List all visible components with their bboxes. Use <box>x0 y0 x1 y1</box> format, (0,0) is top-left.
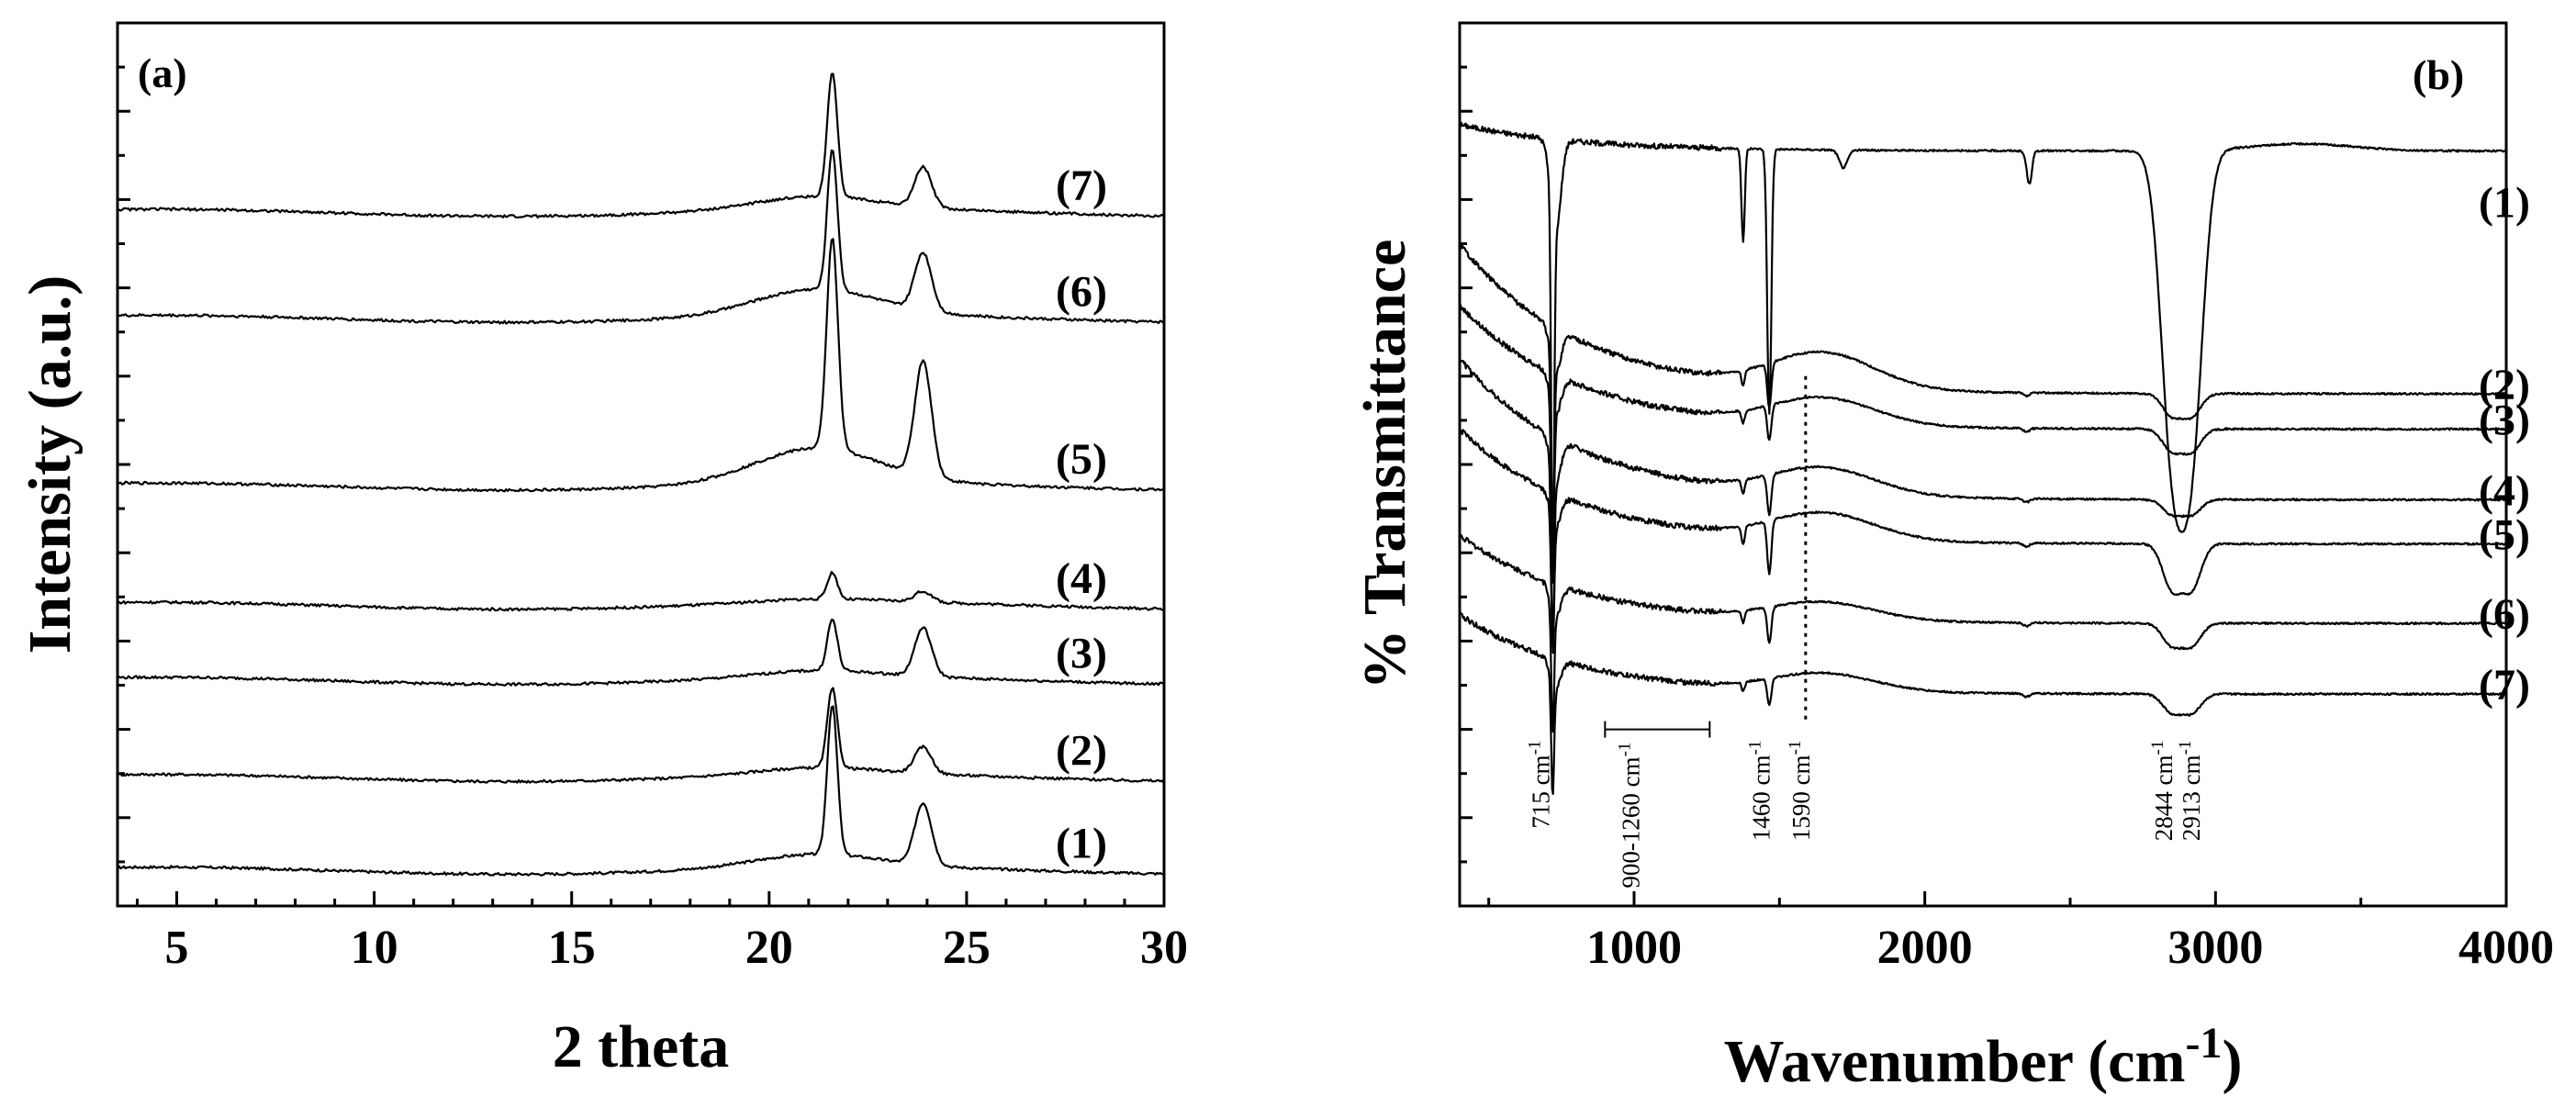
ftir-series-line <box>1458 357 2507 648</box>
xrd-series-label: (1) <box>1056 820 1107 868</box>
xrd-series-label: (4) <box>1056 554 1107 603</box>
xrd-y-ticks <box>118 65 130 864</box>
ftir-panel: 1000 2000 3000 4000 715 cm-1 900-1260 cm-1 14… <box>1351 21 2554 1095</box>
ftir-series-line <box>1459 243 2507 542</box>
ftir-x-tick-label: 4000 <box>2458 922 2554 974</box>
xrd-series-line <box>117 687 1164 784</box>
ftir-x-tick-label: 2000 <box>1877 922 1973 974</box>
ftir-annotation-label: 715 cm-1 <box>1526 741 1555 829</box>
xrd-series-label: (7) <box>1056 162 1107 210</box>
xrd-series-line <box>117 619 1164 687</box>
ftir-annotations: 715 cm-1 900-1260 cm-1 1460 cm-1 1590 cm-1 2… <box>1526 375 2205 889</box>
ftir-annotation-label: 2844 cm-1 <box>2148 741 2178 842</box>
xrd-panel-label: (a) <box>138 50 187 96</box>
xrd-traces: (1) (2) (3) (4) (5) (6) (7) <box>117 73 1164 877</box>
ftir-y-ticks <box>1460 65 1473 864</box>
ftir-series-line <box>1459 121 2507 584</box>
xrd-series-label: (6) <box>1056 267 1107 316</box>
xrd-x-ticks: 5 10 15 20 25 30 <box>136 891 1188 974</box>
ftir-series-label: (3) <box>2479 397 2530 445</box>
ftir-series-label: (6) <box>2479 590 2530 639</box>
ftir-annotation-label: 1590 cm-1 <box>1786 741 1815 842</box>
ftir-series-label: (2) <box>2479 361 2530 409</box>
xrd-x-axis-title: 2 theta <box>553 1013 729 1080</box>
ftir-series-label: (4) <box>2479 466 2530 515</box>
ftir-x-tick-label: 3000 <box>2167 922 2263 974</box>
ftir-series-line <box>1459 304 2507 566</box>
xrd-series-line <box>117 570 1164 612</box>
ftir-annotation-label: 1460 cm-1 <box>1746 741 1775 842</box>
ftir-x-tick-label: 1000 <box>1586 922 1682 974</box>
xrd-series-line <box>117 705 1164 877</box>
ftir-annotation-label: 2913 cm-1 <box>2176 741 2205 842</box>
xrd-series-line <box>117 238 1164 493</box>
xrd-x-tick-label: 15 <box>548 922 596 974</box>
xrd-x-tick-label: 10 <box>351 922 398 974</box>
ftir-series-line <box>1458 428 2507 654</box>
ftir-series-label: (1) <box>2479 178 2530 227</box>
ftir-y-axis-title: % Transmittance <box>1351 240 1418 690</box>
xrd-series-label: (2) <box>1056 727 1107 776</box>
xrd-panel: 5 10 15 20 25 30 (1) (2) (3) (4) (5) (6) (7) (a) 2 … <box>17 21 1188 1080</box>
ftir-x-axis-title-main: Wavenumber (cm <box>1724 1028 2186 1095</box>
ftir-x-axis-title-close: ) <box>2222 1028 2242 1095</box>
xrd-x-tick-label: 20 <box>745 922 793 974</box>
xrd-x-tick-label: 25 <box>943 922 991 974</box>
xrd-series-line <box>117 149 1164 325</box>
ftir-x-ticks: 1000 2000 3000 4000 <box>1487 891 2554 974</box>
ftir-series-line <box>1459 611 2507 795</box>
xrd-y-axis-title: Intensity (a.u.) <box>17 275 84 654</box>
xrd-series-label: (3) <box>1056 630 1107 678</box>
ftir-annotation-label: 900-1260 cm-1 <box>1615 743 1644 889</box>
ftir-panel-label: (b) <box>2413 51 2464 98</box>
ftir-series-label: (7) <box>2479 661 2530 710</box>
ftir-x-axis-title-sup: -1 <box>2185 1019 2222 1068</box>
ftir-series-label: (5) <box>2479 511 2530 560</box>
xrd-series-label: (5) <box>1056 435 1107 484</box>
xrd-x-tick-label: 30 <box>1140 922 1188 974</box>
xrd-series-line <box>117 73 1164 219</box>
xrd-x-tick-label: 5 <box>165 922 189 974</box>
xrd-plot-frame <box>116 21 1166 908</box>
ftir-traces: (1) (2)(3) (4)(5) (6) (7) <box>1458 121 2530 795</box>
ftir-series-line <box>1459 532 2507 733</box>
ftir-x-axis-title: Wavenumber (cm-1) <box>1724 1019 2243 1095</box>
